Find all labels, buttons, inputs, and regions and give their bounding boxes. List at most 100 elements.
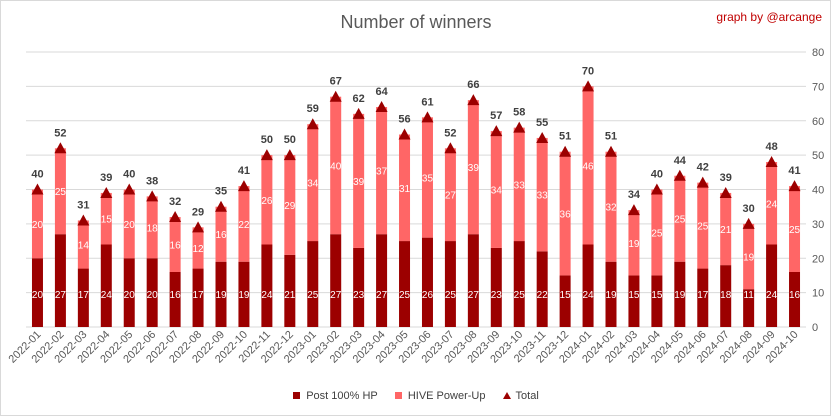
data-label-post: 15	[628, 290, 640, 301]
data-label-post: 21	[284, 290, 296, 301]
data-label-post: 20	[124, 290, 136, 301]
data-label-total: 51	[605, 131, 617, 143]
data-label-total: 42	[697, 162, 709, 174]
data-label-post: 22	[537, 290, 549, 301]
data-label-powerup: 33	[537, 191, 549, 202]
data-label-total: 35	[215, 186, 227, 198]
bar-hive-powerup	[376, 107, 388, 235]
data-label-total: 48	[765, 141, 777, 153]
total-marker	[215, 200, 227, 212]
bar-hive-powerup	[490, 131, 502, 248]
total-marker	[398, 128, 411, 140]
data-label-post: 24	[582, 290, 594, 301]
data-label-post: 27	[55, 290, 67, 301]
total-marker	[421, 111, 434, 123]
data-label-post: 25	[514, 290, 526, 301]
data-label-powerup: 20	[124, 220, 136, 231]
data-label-total: 59	[307, 103, 319, 115]
data-label-powerup: 35	[422, 173, 434, 184]
legend-item-total: Total	[502, 390, 539, 402]
data-label-total: 31	[77, 199, 89, 211]
data-label-post: 11	[743, 290, 754, 301]
bar-post-100hp	[192, 268, 204, 327]
total-marker	[306, 118, 319, 130]
total-marker	[673, 169, 686, 181]
total-marker	[650, 183, 663, 195]
data-label-total: 57	[490, 110, 502, 122]
bar-hive-powerup	[651, 189, 663, 276]
bar-post-100hp	[467, 234, 479, 327]
bar-hive-powerup	[192, 227, 204, 269]
data-label-total: 52	[444, 127, 456, 139]
y-tick-label: 80	[812, 47, 824, 59]
total-marker	[237, 180, 250, 192]
bar-hive-powerup	[399, 134, 411, 242]
chart-legend: Post 100% HP HIVE Power-Up Total	[0, 390, 832, 402]
data-label-total: 64	[375, 86, 388, 98]
data-label-powerup: 40	[330, 161, 342, 172]
data-label-powerup: 32	[605, 203, 617, 214]
bar-hive-powerup	[238, 186, 250, 262]
total-marker	[788, 180, 801, 192]
data-label-total: 41	[238, 165, 250, 177]
bar-post-100hp	[743, 289, 755, 327]
data-label-powerup: 16	[215, 230, 227, 241]
total-marker	[146, 190, 159, 202]
data-label-post: 27	[468, 290, 480, 301]
bar-post-100hp	[307, 241, 319, 327]
data-label-post: 17	[697, 290, 709, 301]
data-label-powerup: 22	[238, 220, 250, 231]
legend-item-powerup: HIVE Power-Up	[394, 390, 486, 402]
bar-hive-powerup	[353, 113, 365, 248]
data-label-powerup: 14	[78, 241, 90, 252]
data-label-post: 19	[605, 290, 617, 301]
data-label-total: 39	[720, 172, 732, 184]
data-label-post: 16	[170, 290, 182, 301]
bar-hive-powerup	[307, 124, 319, 242]
data-label-post: 17	[192, 290, 204, 301]
y-tick-label: 0	[812, 322, 818, 334]
total-marker	[100, 186, 113, 198]
total-marker	[283, 149, 296, 161]
bar-post-100hp	[77, 268, 89, 327]
bar-hive-powerup	[720, 192, 732, 266]
bar-hive-powerup	[513, 127, 525, 242]
y-tick-label: 60	[812, 116, 824, 128]
data-label-powerup: 21	[720, 225, 732, 236]
total-marker	[169, 211, 182, 222]
bar-post-100hp	[582, 244, 594, 327]
total-marker	[375, 101, 388, 112]
bar-hive-powerup	[123, 189, 135, 259]
data-label-total: 66	[467, 79, 479, 91]
bar-hive-powerup	[261, 155, 273, 245]
data-label-post: 19	[674, 290, 686, 301]
data-label-powerup: 20	[32, 220, 44, 231]
bar-hive-powerup	[674, 175, 686, 262]
bar-post-100hp	[353, 247, 365, 327]
bar-hive-powerup	[77, 220, 89, 269]
total-marker	[352, 107, 365, 119]
total-marker	[444, 142, 457, 154]
bar-hive-powerup	[146, 196, 158, 259]
legend-label-powerup: HIVE Power-Up	[407, 390, 486, 402]
data-label-post: 27	[330, 290, 342, 301]
bar-hive-powerup	[31, 189, 43, 259]
bar-post-100hp	[513, 241, 525, 327]
y-tick-label: 50	[812, 150, 824, 162]
bar-post-100hp	[697, 268, 709, 327]
data-label-post: 16	[789, 290, 801, 301]
data-label-powerup: 25	[651, 228, 663, 239]
chart-credit: graph by @arcange	[716, 10, 822, 24]
data-label-total: 40	[651, 169, 663, 181]
bar-hive-powerup	[444, 148, 456, 242]
bar-post-100hp	[490, 247, 502, 327]
data-label-powerup: 31	[399, 184, 411, 195]
bar-post-100hp	[421, 237, 433, 327]
data-label-total: 50	[261, 134, 273, 146]
data-label-powerup: 39	[468, 163, 480, 174]
bar-post-100hp	[169, 272, 181, 327]
data-label-post: 15	[560, 290, 572, 301]
data-label-total: 56	[398, 114, 410, 126]
total-marker	[513, 121, 526, 133]
